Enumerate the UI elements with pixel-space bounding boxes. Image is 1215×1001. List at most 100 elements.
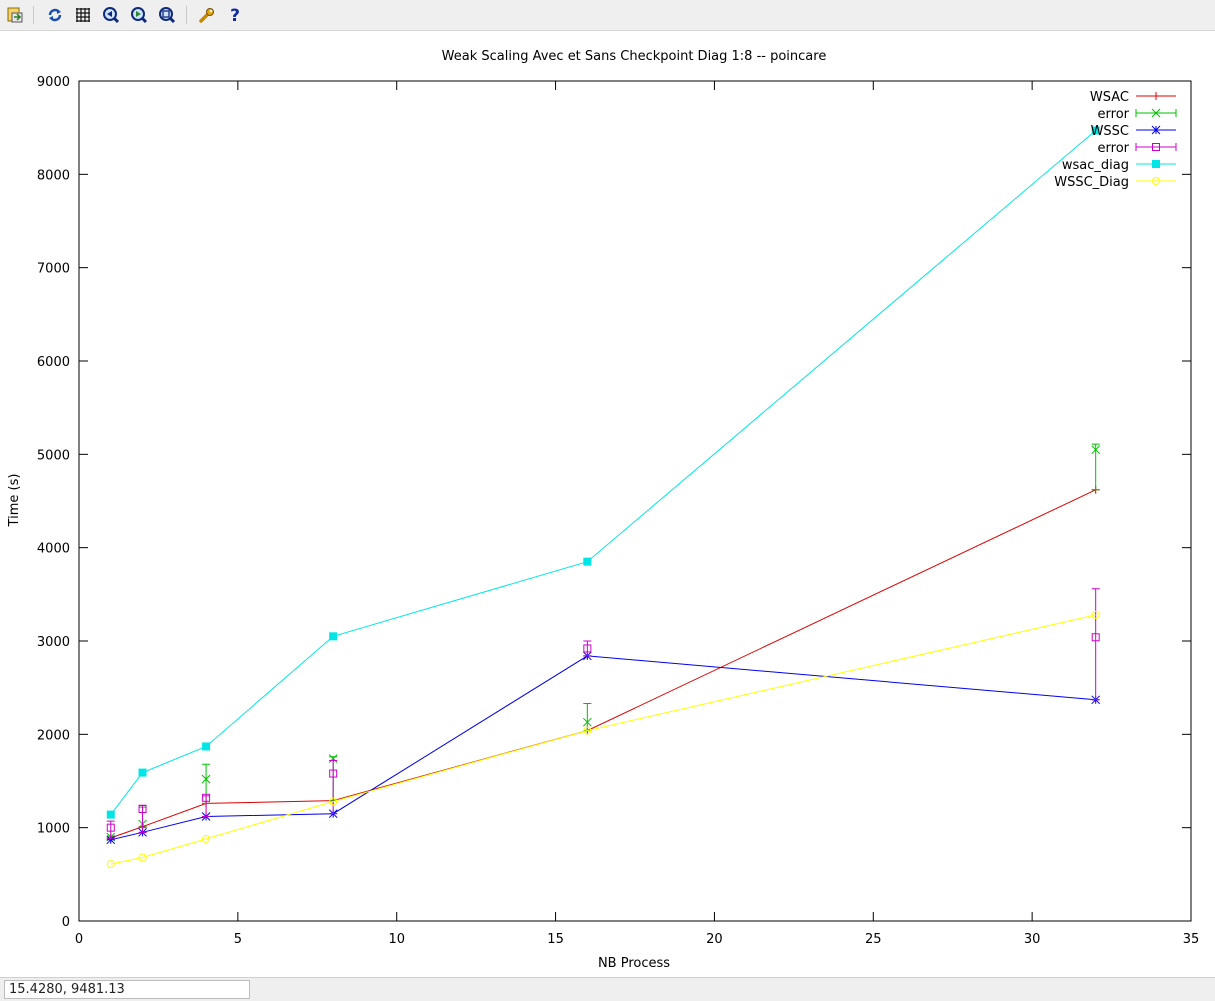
y-tick-label: 0 — [62, 915, 70, 930]
x-tick-label: 35 — [1183, 932, 1200, 947]
autoscale-icon[interactable] — [156, 4, 178, 26]
data-point — [1091, 445, 1101, 455]
y-tick-label: 2000 — [37, 728, 70, 743]
error-bar — [583, 703, 592, 732]
toolbar: ? — [0, 0, 1215, 31]
error-bar — [202, 795, 211, 817]
zoom-next-icon[interactable] — [128, 4, 150, 26]
data-point — [1091, 633, 1100, 642]
data-point — [1152, 177, 1160, 185]
legend: WSAC error WSSC error wsac_diag WSSC_Diag — [1054, 90, 1177, 190]
series-wsac — [106, 485, 1100, 842]
x-tick-label: 20 — [706, 932, 723, 947]
data-point — [583, 726, 592, 735]
legend-entry: WSSC_Diag — [1054, 175, 1176, 190]
series-wssc — [106, 651, 1101, 845]
data-point — [138, 805, 147, 813]
data-point — [202, 834, 211, 843]
legend-label: WSSC — [1091, 124, 1129, 139]
legend-label: WSSC_Diag — [1054, 175, 1129, 190]
data-point — [106, 860, 115, 869]
data-point — [202, 742, 211, 751]
legend-swatch-caps — [1135, 143, 1177, 151]
legend-entry: WSSC — [1091, 124, 1176, 139]
data-point — [328, 754, 338, 763]
series-wsac-diag — [106, 126, 1100, 819]
data-point — [1091, 610, 1100, 619]
plot-area[interactable]: Weak Scaling Avec et Sans Checkpoint Dia… — [0, 30, 1215, 976]
data-point — [138, 853, 147, 862]
y-tick-label: 3000 — [37, 635, 70, 650]
legend-entry: WSAC — [1090, 90, 1176, 105]
data-point — [329, 632, 338, 641]
data-point — [106, 823, 115, 832]
data-point — [329, 797, 338, 806]
svg-text:?: ? — [230, 6, 240, 24]
chart-title: Weak Scaling Avec et Sans Checkpoint Dia… — [442, 49, 827, 64]
grid-icon[interactable] — [72, 4, 94, 26]
data-point — [1151, 125, 1161, 135]
x-tick-label: 25 — [865, 932, 882, 947]
axes: 0 5 10 15 20 25 30 35 0 1000 2000 3000 4000 5000 6000 7… — [37, 75, 1199, 947]
y-tick-label: 7000 — [37, 262, 70, 277]
status-bar: 15.4280, 9481.13 — [0, 977, 1215, 1001]
legend-label: error — [1098, 141, 1130, 156]
data-point — [1152, 92, 1160, 100]
data-point — [582, 717, 592, 727]
data-point — [1151, 108, 1161, 118]
legend-entry: error — [1098, 141, 1177, 156]
y-tick-label: 1000 — [37, 822, 70, 837]
y-axis-label: Time (s) — [7, 474, 22, 528]
data-point — [583, 644, 592, 653]
y-tick-label: 5000 — [37, 448, 70, 463]
cursor-coordinates: 15.4280, 9481.13 — [4, 980, 250, 999]
data-point — [106, 810, 115, 819]
legend-label: WSAC — [1090, 90, 1129, 105]
data-point — [329, 769, 338, 778]
error-bar — [583, 640, 592, 657]
error-bar — [1091, 443, 1100, 491]
y-tick-label: 9000 — [37, 75, 70, 90]
x-tick-label: 10 — [388, 932, 405, 947]
series-line — [110, 489, 1096, 839]
data-point — [1152, 160, 1160, 168]
legend-label: wsac_diag — [1062, 158, 1129, 173]
x-tick-label: 5 — [234, 932, 242, 947]
data-point — [138, 768, 147, 777]
error-bar — [1091, 588, 1100, 701]
legend-entry: wsac_diag — [1062, 158, 1176, 173]
series-wssc-diag — [106, 610, 1100, 869]
data-point — [202, 793, 211, 802]
y-tick-label: 6000 — [37, 355, 70, 370]
toolbar-separator — [186, 6, 187, 24]
export-icon[interactable] — [4, 4, 26, 26]
x-tick-label: 30 — [1024, 932, 1041, 947]
replot-icon[interactable] — [44, 4, 66, 26]
legend-entry: error — [1098, 107, 1177, 122]
series-error — [106, 443, 1101, 842]
error-bar — [329, 759, 338, 815]
help-icon[interactable]: ? — [224, 4, 246, 26]
data-point — [1091, 126, 1100, 135]
data-point — [201, 774, 211, 784]
settings-wrench-icon[interactable] — [196, 4, 218, 26]
error-bar — [138, 804, 147, 833]
y-tick-label: 4000 — [37, 542, 70, 557]
series-line — [110, 130, 1097, 815]
series-error — [106, 588, 1100, 840]
x-axis-label: NB Process — [598, 956, 670, 971]
legend-swatch-caps — [1135, 109, 1177, 117]
x-tick-label: 0 — [75, 932, 83, 947]
plot-frame — [78, 80, 1192, 922]
zoom-previous-icon[interactable] — [100, 4, 122, 26]
data-point — [583, 557, 592, 566]
series-line — [110, 614, 1096, 865]
toolbar-separator — [33, 6, 34, 24]
data-point — [106, 835, 116, 845]
y-tick-label: 8000 — [37, 168, 70, 183]
legend-label: error — [1098, 107, 1130, 122]
data-point — [1152, 143, 1160, 151]
x-tick-label: 15 — [547, 932, 564, 947]
series-layer — [106, 126, 1101, 869]
series-line — [110, 655, 1096, 841]
